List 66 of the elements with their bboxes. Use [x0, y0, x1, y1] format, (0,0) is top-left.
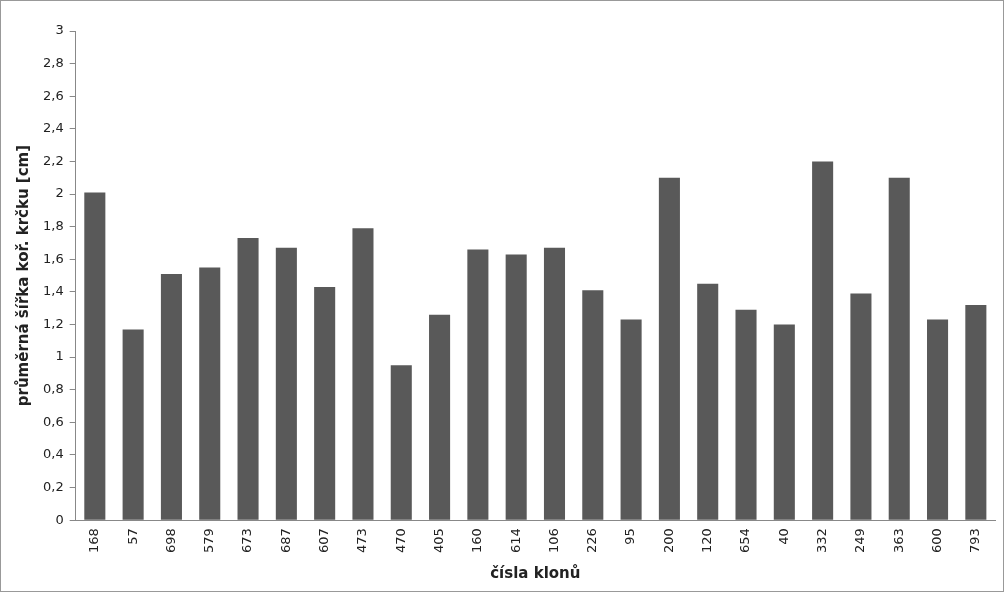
x-tick-label: 40	[775, 528, 791, 545]
x-tick-label: 226	[584, 528, 600, 554]
y-tick-label: 2,2	[42, 152, 64, 168]
y-tick-label: 0,6	[42, 413, 64, 429]
y-tick-label: 1,4	[42, 283, 64, 299]
x-tick-label: 363	[890, 528, 906, 554]
x-tick-label: 698	[162, 528, 178, 554]
bar	[429, 314, 451, 520]
x-tick-label: 168	[86, 528, 102, 554]
bar	[390, 365, 412, 520]
bar	[122, 329, 144, 520]
x-tick-label: 654	[737, 528, 753, 554]
y-tick-label: 3	[55, 22, 64, 38]
y-tick-label: 0,2	[42, 478, 64, 494]
bar	[927, 319, 949, 520]
bar	[237, 238, 259, 520]
y-tick-label: 1,2	[42, 315, 64, 331]
y-axis-title: průměrná šířka koř. krčku [cm]	[13, 144, 32, 407]
x-tick-label: 614	[507, 528, 523, 554]
bar	[697, 283, 719, 520]
bar	[582, 290, 604, 520]
x-tick-label: 57	[124, 528, 140, 545]
x-tick-label: 249	[852, 528, 868, 554]
x-tick-label: 607	[316, 528, 332, 554]
y-tick-label: 0,4	[42, 446, 64, 462]
y-tick-label: 1,8	[42, 218, 64, 234]
y-tick-label: 0	[55, 511, 64, 527]
bar	[620, 319, 642, 520]
x-tick-label: 332	[814, 528, 829, 554]
x-tick-label: 470	[392, 528, 408, 554]
bar	[467, 249, 489, 520]
y-tick-label: 2,8	[42, 54, 64, 70]
x-tick-label: 473	[354, 528, 370, 554]
x-tick-label: 793	[967, 528, 983, 554]
y-tick-label: 2,6	[42, 87, 64, 103]
bar	[505, 254, 527, 520]
x-tick-label: 200	[660, 528, 676, 554]
x-tick-label: 405	[430, 528, 446, 554]
bar	[314, 287, 336, 520]
y-tick-label: 1	[55, 348, 64, 364]
bar	[84, 192, 106, 520]
bar	[965, 304, 987, 520]
x-tick-label: 579	[201, 528, 217, 554]
bar	[275, 247, 297, 520]
bar	[850, 293, 872, 520]
bar	[658, 177, 680, 520]
bar	[352, 228, 374, 520]
bar	[160, 273, 182, 520]
bar	[888, 177, 910, 520]
y-tick-label: 0,8	[42, 381, 64, 397]
x-tick-label: 673	[239, 528, 255, 554]
x-axis-title: čísla klonů	[490, 563, 581, 582]
bar	[735, 309, 757, 520]
x-tick-label: 95	[622, 528, 638, 545]
x-tick-label: 120	[699, 528, 715, 554]
bar	[199, 267, 221, 520]
bar	[812, 161, 834, 520]
x-tick-label: 160	[469, 528, 485, 554]
x-tick-label: 687	[277, 528, 293, 554]
bar	[773, 324, 795, 520]
bar	[543, 247, 566, 520]
y-tick-label: 1,6	[42, 250, 64, 266]
x-tick-label: 600	[928, 528, 944, 554]
y-tick-label: 2	[55, 185, 64, 201]
y-tick-label: 2,4	[42, 120, 64, 136]
x-tick-label: 106	[545, 528, 561, 554]
